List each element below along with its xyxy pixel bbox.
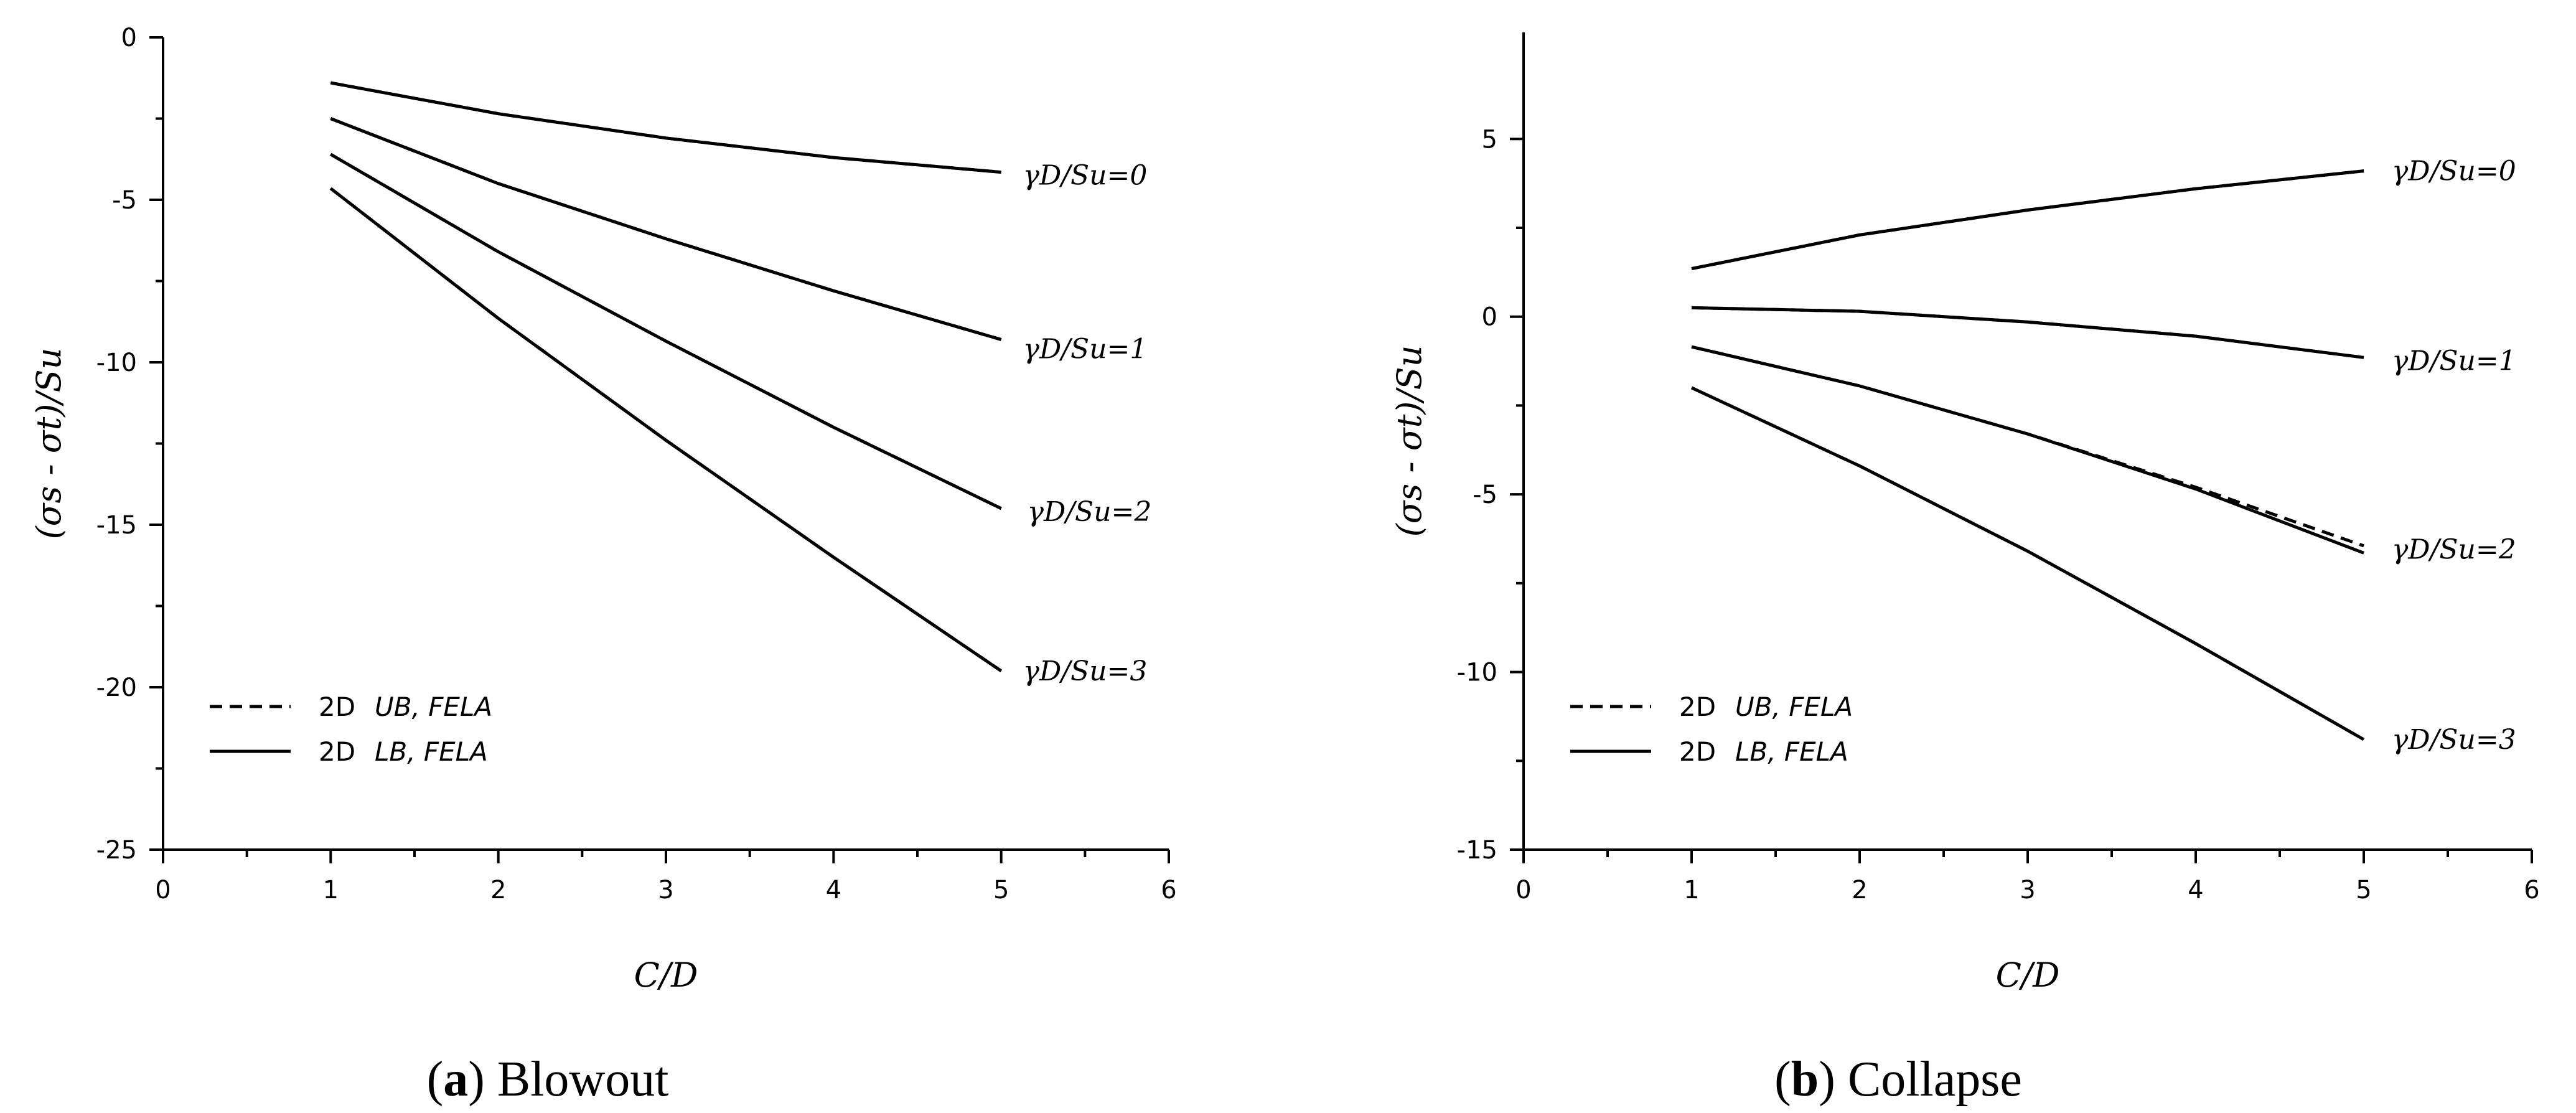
y-tick-label: 0 [1482, 303, 1497, 332]
x-tick-label: 3 [2020, 876, 2035, 904]
series-lb-line [1691, 345, 2364, 555]
caption-letter: b [1791, 1052, 1819, 1107]
series-label: γD/Su=2 [2392, 534, 2516, 566]
series-label: γD/Su=0 [1023, 160, 1148, 192]
x-tick-label: 4 [2188, 876, 2203, 904]
y-tick-label: -10 [1457, 659, 1497, 687]
x-tick-label: 1 [1684, 876, 1699, 904]
y-tick-label: 5 [1482, 125, 1497, 154]
panel-caption: (a) Blowout [427, 1052, 669, 1107]
legend-label: UB, FELA [1735, 692, 1853, 722]
series-lb-line [329, 187, 1003, 672]
x-tick-label: 6 [2524, 876, 2539, 904]
y-tick-label: -5 [112, 186, 137, 215]
series-lb-line [330, 153, 1002, 510]
series-label: γD/Su=1 [1023, 333, 1148, 365]
y-tick-label: -20 [96, 674, 137, 702]
series-label: γD/Su=3 [2392, 724, 2516, 756]
legend-method: 2D [1679, 692, 1716, 722]
series-ub-line [1691, 306, 2364, 359]
x-tick-label: 0 [1515, 876, 1531, 904]
x-tick-label: 0 [155, 876, 171, 904]
x-tick-label: 1 [323, 876, 339, 904]
panel-collapse: 0 1 2 3 4 5 6 5 0 -5 -10 -15 C/D (σs - σt)/Su γD/Su=0 γ… [1390, 32, 2540, 1107]
y-tick-label: -10 [96, 349, 137, 377]
x-tick-label: 4 [826, 876, 841, 904]
caption-paren-close: ) [1819, 1052, 1848, 1107]
series-ub-line [1690, 386, 2365, 741]
legend-label: LB, FELA [375, 736, 488, 767]
series-label: γD/Su=0 [2392, 156, 2516, 187]
y-tick-label: -25 [96, 836, 137, 865]
caption-text: Blowout [497, 1052, 669, 1107]
caption-paren-open: ( [1774, 1052, 1791, 1107]
x-axis-title: C/D [1996, 956, 2060, 995]
series-label: γD/Su=1 [2392, 345, 2516, 377]
caption-text: Collapse [1848, 1052, 2022, 1107]
series-ub-line [330, 117, 1002, 341]
series-ub-line [330, 153, 1002, 510]
x-axis-title: C/D [634, 956, 698, 995]
x-tick-label: 5 [2356, 876, 2371, 904]
series-ub-line [329, 187, 1003, 672]
y-tick-label: -15 [1457, 836, 1497, 865]
legend-label: LB, FELA [1735, 736, 1848, 767]
caption-paren-open: ( [427, 1052, 444, 1107]
x-tick-label: 5 [993, 876, 1009, 904]
y-tick-label: -15 [96, 511, 137, 540]
series-ub-line [1691, 169, 2364, 271]
x-tick-label: 2 [1852, 876, 1867, 904]
series-lb-line [1691, 306, 2364, 359]
panel-blowout: 0 1 2 3 4 5 6 0 -5 -10 -15 -20 -25 C/D (σs - σt)/Su γD/… [29, 24, 1177, 1107]
legend-method: 2D [1679, 736, 1716, 767]
legend-method: 2D [319, 736, 355, 767]
y-tick-label: -5 [1473, 481, 1497, 509]
series-lb-line [330, 81, 1001, 174]
series-lb-line [330, 117, 1002, 341]
series-lb-line [1690, 386, 2365, 741]
series-label: γD/Su=3 [1023, 655, 1148, 687]
panel-caption: (b) Collapse [1774, 1052, 2022, 1107]
y-axis-title: (σs - σt)/Su [29, 348, 68, 540]
x-tick-label: 2 [490, 876, 506, 904]
y-axis-title: (σs - σt)/Su [1390, 345, 1429, 537]
y-tick-label: 0 [121, 24, 137, 52]
caption-letter: a [443, 1052, 468, 1107]
caption-paren-close: ) [468, 1052, 497, 1107]
legend-label: UB, FELA [375, 692, 492, 722]
x-tick-label: 3 [658, 876, 673, 904]
x-tick-label: 6 [1161, 876, 1176, 904]
legend-method: 2D [319, 692, 355, 722]
series-label: γD/Su=2 [1028, 496, 1152, 528]
series-lb-line [1691, 169, 2364, 271]
